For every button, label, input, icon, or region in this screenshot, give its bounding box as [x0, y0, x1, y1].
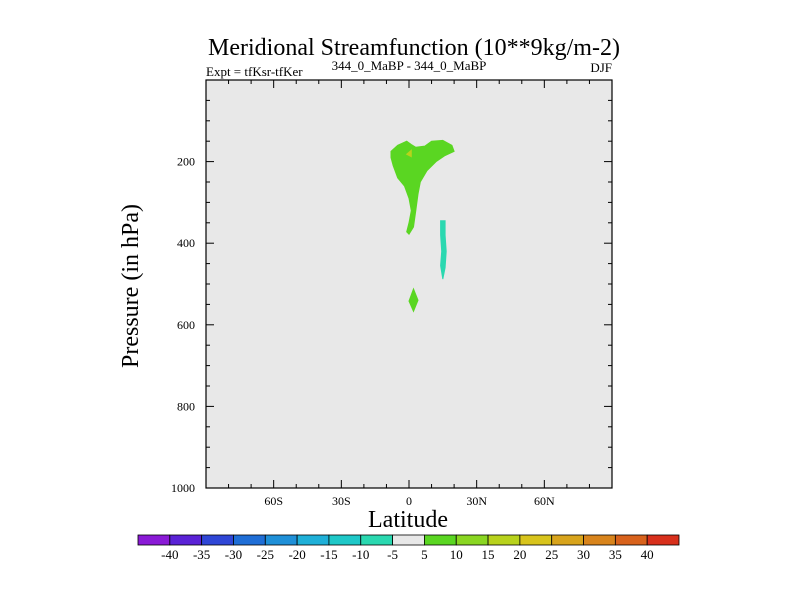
colorbar-swatch	[455, 534, 489, 546]
colorbar-swatch	[360, 534, 393, 546]
colorbar-swatch	[328, 534, 362, 546]
axis-ticks	[206, 80, 612, 488]
colorbar-label: 15	[482, 547, 495, 562]
colorbar-label: -20	[288, 547, 305, 562]
subtitle-right: DJF	[590, 60, 612, 75]
colorbar-swatch	[233, 534, 266, 546]
colorbar-label: 25	[545, 547, 558, 562]
colorbar-labels: -40 -35 -30 -25 -20 -15 -10 -5 5 10 15 20 25 30 35 40	[161, 547, 654, 562]
colorbar-swatch	[519, 534, 553, 546]
x-tick-label: 60S	[264, 494, 283, 508]
colorbar-label: -5	[387, 547, 398, 562]
y-tick-label: 200	[177, 155, 195, 169]
x-tick-label: 30S	[332, 494, 351, 508]
subtitle-left: Expt = tfKsr-tfKer	[206, 64, 303, 79]
x-axis-label: Latitude	[368, 507, 448, 533]
chart-title: Meridional Streamfunction (10**9kg/m-2)	[208, 35, 620, 61]
y-tick-label: 600	[177, 318, 195, 332]
colorbar-swatch	[614, 534, 648, 546]
colorbar-swatch	[424, 534, 457, 546]
y-tick-labels: 200 400 600 800 1000	[171, 155, 195, 495]
y-tick-label: 800	[177, 399, 195, 413]
colorbar-label: -35	[193, 547, 210, 562]
contour-regions	[390, 139, 455, 313]
colorbar-label: -40	[161, 547, 178, 562]
colorbar-swatch	[201, 534, 234, 546]
colorbar	[137, 534, 680, 546]
colorbar-swatch	[392, 534, 425, 546]
x-tick-label: 30N	[466, 494, 487, 508]
contour-region-positive-speck	[405, 149, 412, 158]
colorbar-label: 10	[450, 547, 463, 562]
y-tick-label: 400	[177, 236, 195, 250]
contour-region-positive-cell-lower	[408, 287, 419, 313]
colorbar-swatch	[551, 534, 584, 546]
colorbar-label: -30	[225, 547, 242, 562]
x-tick-labels: 60S 30S 0 30N 60N	[264, 494, 555, 508]
colorbar-swatch	[296, 534, 330, 546]
colorbar-swatch	[137, 534, 171, 546]
contour-region-positive-cell-upper	[390, 139, 455, 236]
colorbar-label: -15	[320, 547, 337, 562]
colorbar-label: 5	[421, 547, 428, 562]
y-tick-label: 1000	[171, 481, 195, 495]
contour-region-negative-cell	[440, 220, 447, 280]
subtitle-center: 344_0_MaBP - 344_0_MaBP	[332, 58, 487, 73]
x-tick-label: 60N	[534, 494, 555, 508]
colorbar-swatch	[583, 534, 616, 546]
y-axis-label: Pressure (in hPa)	[118, 204, 144, 368]
colorbar-label: -25	[257, 547, 274, 562]
colorbar-label: 35	[609, 547, 622, 562]
x-tick-label: 0	[406, 494, 412, 508]
colorbar-label: 20	[513, 547, 526, 562]
colorbar-label: 40	[641, 547, 654, 562]
colorbar-swatch	[264, 534, 298, 546]
colorbar-label: 30	[577, 547, 590, 562]
colorbar-swatch	[487, 534, 521, 546]
colorbar-swatch	[169, 534, 203, 546]
plot-background	[206, 80, 612, 488]
colorbar-swatch	[646, 534, 680, 546]
colorbar-label: -10	[352, 547, 369, 562]
